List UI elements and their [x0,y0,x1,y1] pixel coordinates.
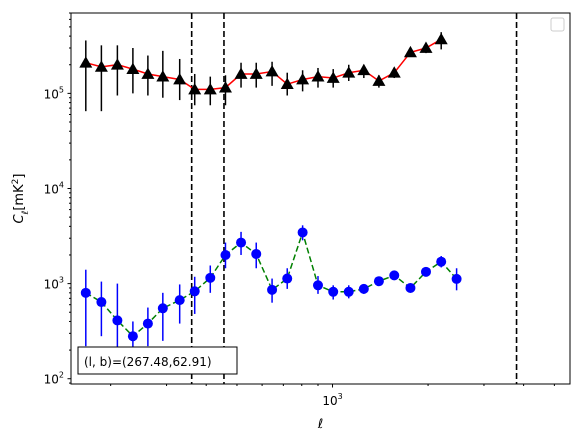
annotation-text: (l, b)=(267.48,62.91) [84,355,212,369]
circle-marker [96,297,107,308]
circle-marker [236,237,247,248]
circle-marker [282,273,293,284]
series-2 [80,225,462,355]
y-tick-label-exp: 5 [59,85,64,94]
circle-marker [297,227,308,238]
y-tick-label-base: 10 [44,87,59,101]
y-label-main: C [12,213,27,223]
x-tick-label-base: 10 [322,394,337,408]
triangle-marker [110,58,124,70]
y-axis-label: Cℓ[mK2] [11,174,31,224]
x-axis-label-text: ℓ [317,417,323,432]
triangle-marker [372,74,386,86]
y-tick-label: 104 [44,180,64,196]
triangle-marker [357,63,371,76]
triangle-marker [387,66,401,78]
triangle-marker [188,82,202,95]
circle-marker [343,286,354,297]
circle-marker [373,276,384,287]
x-tick-label: 103 [322,392,342,408]
triangle-marker [173,72,187,85]
triangle-marker [203,82,217,95]
y-label-unit-sup: 2 [11,179,21,185]
circle-marker [389,270,400,281]
triangle-marker [94,60,108,72]
y-label-unit: [mK [12,184,27,211]
circle-marker [420,266,431,277]
y-tick-label-exp: 4 [59,180,64,189]
circle-marker [112,315,123,326]
y-tick-label: 102 [44,371,64,387]
x-axis-label: ℓ [317,417,323,432]
triangle-marker [342,66,356,78]
circle-marker [220,249,231,260]
y-tick-label-exp: 3 [59,276,64,285]
y-axis-label-text: Cℓ[mK2] [11,174,31,224]
triangle-marker [265,64,279,77]
triangle-marker [311,70,325,82]
x-tick-label-exp: 3 [338,392,343,401]
triangle-marker [156,70,170,82]
circle-marker [312,280,323,291]
triangle-marker [403,45,417,58]
triangle-marker [234,67,248,79]
y-tick-label-base: 10 [44,373,59,387]
triangle-marker [249,67,263,79]
circle-marker [189,286,200,297]
y-label-unit-end: ] [12,174,27,179]
plot-content [79,13,518,384]
triangle-marker [296,72,310,85]
circle-marker [358,283,369,294]
triangle-marker [79,56,93,68]
triangle-marker [141,67,155,79]
circle-marker [142,318,153,329]
triangle-marker [419,41,433,53]
triangle-marker [434,32,448,45]
legend-box [550,17,565,32]
triangle-marker [326,71,340,83]
y-tick-label-exp: 2 [59,371,64,380]
circle-marker [157,303,168,314]
circle-marker [436,256,447,267]
y-tick-label-base: 10 [44,278,59,292]
circle-marker [267,284,278,295]
y-tick-label-base: 10 [44,182,59,196]
circle-marker [328,286,339,297]
triangle-marker [280,77,294,90]
series-1 [79,32,448,112]
annotation-frame [77,346,238,375]
circle-marker [127,331,138,342]
annotation-box: (l, b)=(267.48,62.91) [77,346,238,375]
circle-marker [451,273,462,284]
circle-marker [80,287,91,298]
y-tick-label: 103 [44,276,64,292]
triangle-marker [218,81,232,93]
y-tick-label: 105 [44,85,64,101]
circle-marker [174,295,185,306]
circle-marker [251,248,262,259]
plot-frame [70,12,571,385]
triangle-marker [126,62,140,74]
circle-marker [205,272,216,283]
y-label-sub: ℓ [21,211,31,216]
circle-marker [405,282,416,293]
